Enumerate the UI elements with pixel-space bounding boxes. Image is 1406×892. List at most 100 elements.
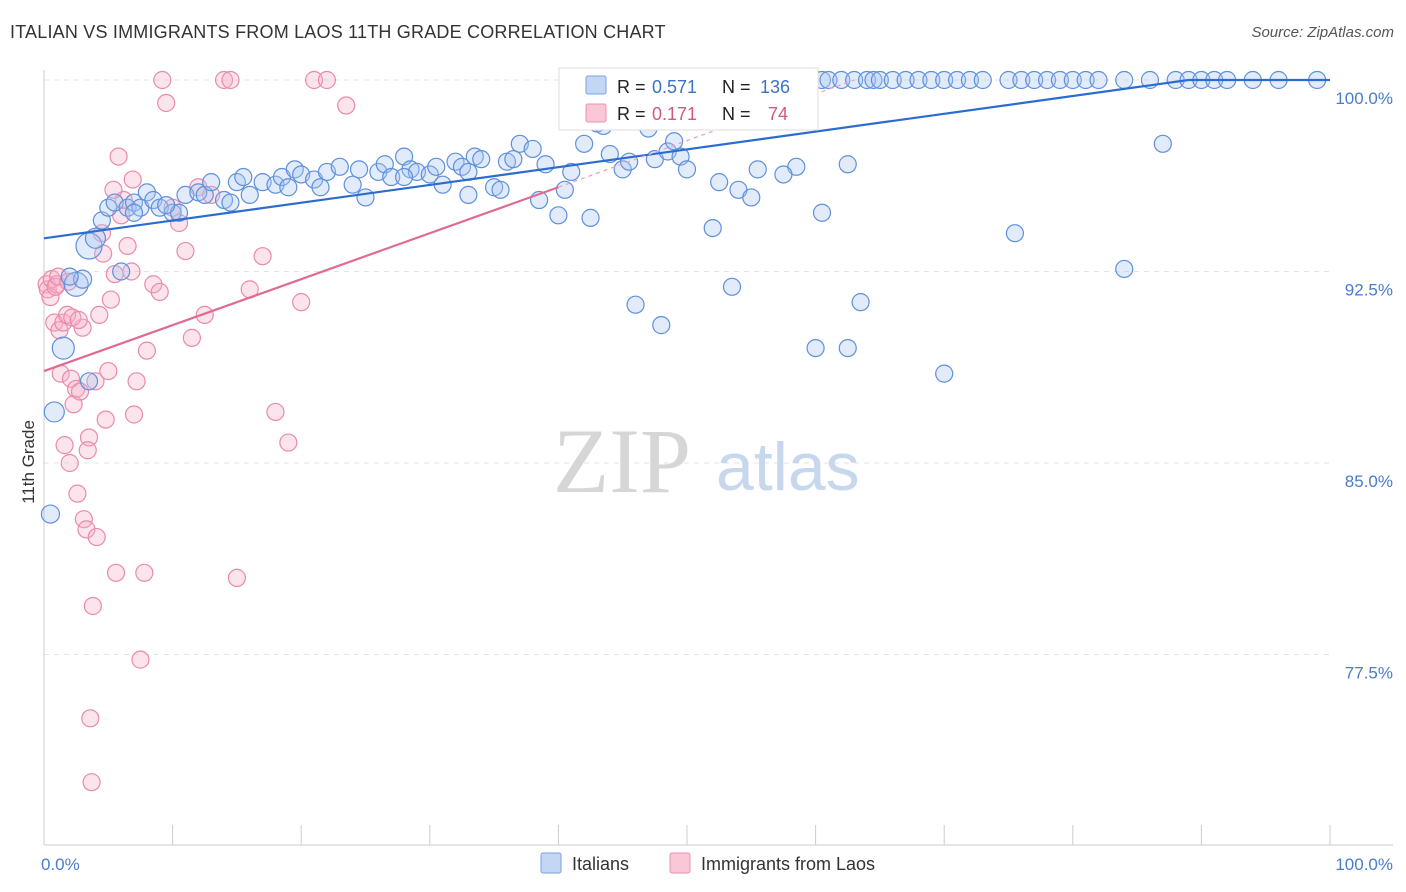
italians-point-31 xyxy=(279,178,298,197)
italians-point-27 xyxy=(240,185,259,204)
italians-point-39 xyxy=(349,160,369,179)
laos-point-22 xyxy=(83,596,102,616)
legend: Italians Immigrants from Laos xyxy=(540,852,875,874)
italians-point-67 xyxy=(581,208,600,227)
italians-point-6 xyxy=(84,227,107,249)
laos-point-38 xyxy=(127,372,146,391)
laos-point-39 xyxy=(131,650,150,669)
italians-point-103 xyxy=(864,70,883,90)
italians-point-65 xyxy=(562,162,581,182)
x-tick-label-0: 0.0% xyxy=(41,855,80,874)
italians-point-63 xyxy=(549,206,568,225)
y-tick-label-2: 85.0% xyxy=(1345,472,1393,491)
y-tick-label-0: 100.0% xyxy=(1335,89,1393,108)
italians-point-2 xyxy=(51,336,75,360)
italians-point-118 xyxy=(1063,70,1082,90)
italians-point-99 xyxy=(832,70,851,90)
laos-point-40 xyxy=(135,563,154,582)
laos-point-62 xyxy=(337,96,356,115)
laos-point-61 xyxy=(317,70,337,90)
italians-point-70 xyxy=(600,144,619,164)
y-axis-label: 11th Grade xyxy=(19,420,38,504)
watermark: ZIP atlas xyxy=(553,410,860,512)
laos-point-73 xyxy=(82,773,101,792)
italians-point-64 xyxy=(555,180,574,199)
italians-point-89 xyxy=(742,188,761,207)
italians-point-121 xyxy=(1115,70,1134,90)
laos-point-32 xyxy=(106,563,126,582)
italians-point-98 xyxy=(819,70,838,90)
laos-point-24 xyxy=(87,527,106,547)
italians-point-66 xyxy=(575,134,594,153)
stats-blue-r-label: R = xyxy=(617,77,646,97)
laos-point-44 xyxy=(157,93,176,113)
legend-label-laos: Immigrants from Laos xyxy=(701,854,875,874)
laos-point-56 xyxy=(253,247,272,266)
laos-point-47 xyxy=(176,241,195,261)
italians-point-37 xyxy=(330,157,349,176)
italians-point-102 xyxy=(857,70,877,90)
laos-point-36 xyxy=(122,262,141,281)
legend-label-italians: Italians xyxy=(572,854,629,874)
italians-point-109 xyxy=(935,70,954,90)
laos-point-29 xyxy=(99,361,118,381)
laos-point-60 xyxy=(304,70,324,90)
laos-point-48 xyxy=(182,328,201,347)
stats-pink-n-label: N = xyxy=(722,104,751,124)
italians-point-76 xyxy=(652,316,671,335)
trend-lines xyxy=(43,78,1330,373)
italians-point-137 xyxy=(1115,259,1134,279)
stats-swatch-pink xyxy=(585,103,607,123)
stats-pink-n-value: 74 xyxy=(768,104,788,124)
italians-point-83 xyxy=(703,218,722,238)
laos-point-43 xyxy=(150,282,169,302)
italians-point-110 xyxy=(947,70,967,90)
laos-point-72 xyxy=(153,70,172,90)
italians-point-133 xyxy=(851,293,870,312)
italians-point-136 xyxy=(1005,224,1025,243)
italians-point-132 xyxy=(812,203,832,222)
watermark-zip: ZIP xyxy=(553,410,691,512)
laos-point-12 xyxy=(61,369,81,388)
source-credit: Source: ZipAtlas.com xyxy=(1251,24,1394,41)
italians-point-35 xyxy=(311,178,330,197)
laos-point-58 xyxy=(279,433,298,452)
x-tick-labels: 0.0% 100.0% xyxy=(41,855,1393,874)
axes xyxy=(43,70,1393,846)
italians-point-142 xyxy=(124,203,144,222)
watermark-atlas: atlas xyxy=(716,429,860,505)
italians-point-143 xyxy=(157,196,176,215)
stats-box: R = 0.571 N = 136 R = 0.171 N = 74 xyxy=(558,67,819,131)
italians-point-141 xyxy=(79,372,99,391)
italians-point-0 xyxy=(40,504,61,524)
italians-point-107 xyxy=(909,70,928,90)
trend-line-italians xyxy=(43,78,1189,240)
laos-point-57 xyxy=(266,402,285,422)
legend-swatch-italians xyxy=(540,852,562,874)
italians-point-131 xyxy=(459,185,478,204)
italians-point-130 xyxy=(394,167,414,187)
laos-point-9 xyxy=(55,436,74,455)
italians-point-22 xyxy=(202,173,221,192)
italians-point-111 xyxy=(960,70,980,90)
laos-point-15 xyxy=(68,484,87,503)
italians-point-60 xyxy=(523,139,542,159)
italians-point-144 xyxy=(748,160,767,179)
series-italians xyxy=(40,70,1327,524)
chart-title: ITALIAN VS IMMIGRANTS FROM LAOS 11TH GRA… xyxy=(10,22,666,42)
laos-point-70 xyxy=(109,147,128,166)
legend-swatch-laos xyxy=(669,852,691,874)
laos-point-59 xyxy=(292,293,311,312)
stats-blue-n-label: N = xyxy=(722,77,751,97)
italians-point-48 xyxy=(427,157,446,176)
italians-point-140 xyxy=(60,267,79,286)
italians-point-54 xyxy=(472,150,491,169)
italians-point-40 xyxy=(356,188,375,207)
laos-point-10 xyxy=(58,305,77,325)
italians-point-134 xyxy=(838,339,857,358)
laos-point-16 xyxy=(70,382,90,401)
italians-point-105 xyxy=(883,70,902,90)
laos-point-52 xyxy=(214,70,234,90)
italians-point-1 xyxy=(43,401,65,423)
